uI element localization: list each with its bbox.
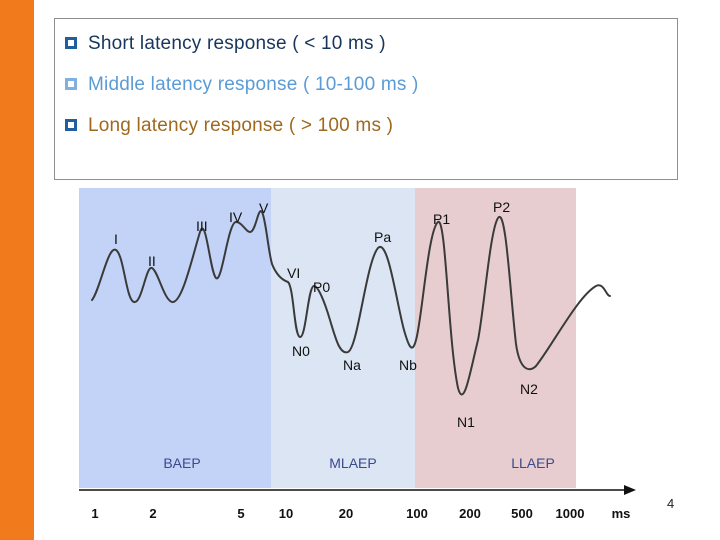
- wave-label-ii: II: [148, 253, 156, 269]
- bullet-square-icon: [65, 37, 77, 49]
- wave-label-p1: P1: [433, 211, 450, 227]
- wave-label-iv: IV: [229, 209, 243, 225]
- baep-region: [79, 188, 271, 488]
- bullet-text-box: Short latency response ( < 10 ms ) Middl…: [54, 18, 678, 180]
- axis-unit: ms: [612, 506, 631, 521]
- axis-arrow-icon: [624, 485, 636, 495]
- axis-tick-10: 10: [279, 506, 293, 521]
- wave-label-iii: III: [196, 218, 208, 234]
- wave-label-vi: VI: [287, 265, 300, 281]
- axis-tick-500: 500: [511, 506, 533, 521]
- bullet-text: Middle latency response ( 10-100 ms ): [88, 74, 419, 95]
- axis-tick-5: 5: [237, 506, 244, 521]
- aep-waveform-trace: [91, 210, 611, 396]
- wave-label-i: I: [114, 231, 118, 247]
- wave-label-v: V: [259, 200, 269, 216]
- accent-sidebar: [0, 0, 34, 540]
- axis-tick-100: 100: [406, 506, 428, 521]
- llaep-region: [415, 188, 576, 488]
- wave-label-n2: N2: [520, 381, 538, 397]
- wave-label-pa: Pa: [374, 229, 391, 245]
- bullet-text: Long latency response ( > 100 ms ): [88, 115, 394, 136]
- bullet-text: Short latency response ( < 10 ms ): [88, 33, 386, 54]
- region-label-llaep: LLAEP: [511, 455, 555, 471]
- wave-label-p2: P2: [493, 199, 510, 215]
- axis-tick-1: 1: [91, 506, 98, 521]
- axis-tick-20: 20: [339, 506, 353, 521]
- wave-label-n0: N0: [292, 343, 310, 359]
- bullet-square-icon: [65, 78, 77, 90]
- wave-label-p0: P0: [313, 279, 330, 295]
- region-label-mlaep: MLAEP: [329, 455, 376, 471]
- axis-tick-2: 2: [149, 506, 156, 521]
- wave-label-n1: N1: [457, 414, 475, 430]
- mlaep-region: [271, 188, 415, 488]
- bullet-square-icon: [65, 119, 77, 131]
- bullet-short-latency: Short latency response ( < 10 ms ): [65, 33, 386, 55]
- region-label-baep: BAEP: [163, 455, 200, 471]
- axis-tick-1000: 1000: [556, 506, 585, 521]
- wave-label-na: Na: [343, 357, 361, 373]
- page-number: 4: [667, 496, 675, 511]
- wave-label-nb: Nb: [399, 357, 417, 373]
- bullet-middle-latency: Middle latency response ( 10-100 ms ): [65, 74, 419, 96]
- bullet-long-latency: Long latency response ( > 100 ms ): [65, 115, 393, 137]
- axis-tick-200: 200: [459, 506, 481, 521]
